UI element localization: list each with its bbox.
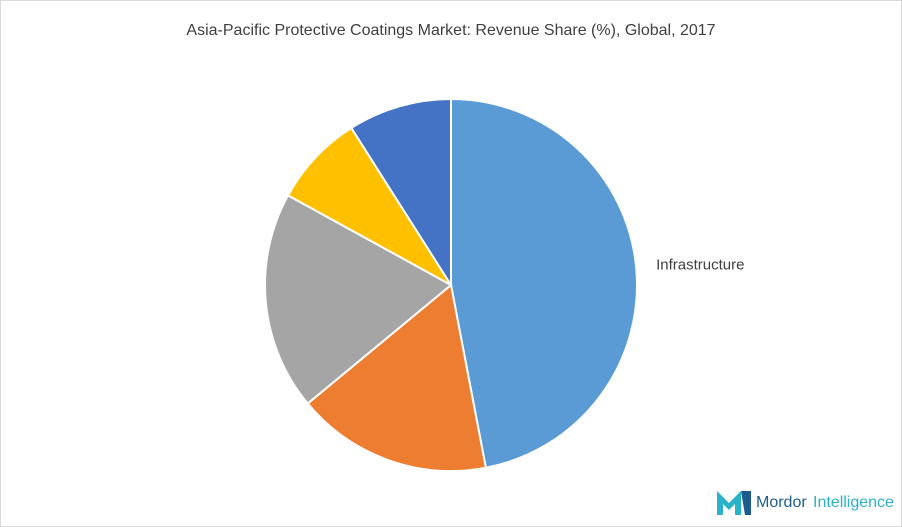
logo-icon-part — [741, 491, 751, 515]
pie-slice — [264, 194, 453, 405]
chart-title: Asia-Pacific Protective Coatings Market:… — [186, 22, 715, 39]
pie-slice — [349, 97, 452, 289]
logo-word: Mordor — [756, 494, 807, 511]
pie-slice — [306, 283, 488, 472]
logo-icon — [717, 491, 741, 515]
slice-label: Infrastructure — [656, 257, 744, 274]
pie-slice — [450, 97, 638, 469]
pie-slice — [286, 126, 452, 286]
logo: Mordor Intelligence — [717, 491, 894, 515]
logo-word: Intelligence — [813, 494, 894, 511]
